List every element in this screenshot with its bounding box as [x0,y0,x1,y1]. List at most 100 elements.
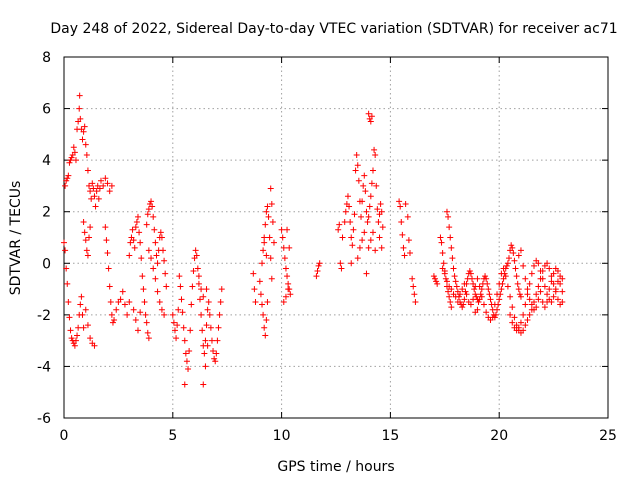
data-point [150,213,157,220]
data-point [341,219,348,226]
data-point [68,335,75,342]
data-point [204,306,211,313]
data-point [412,298,419,305]
data-point [62,182,69,189]
data-point [87,224,94,231]
data-point [371,146,378,153]
data-point [362,188,369,195]
data-point [267,185,274,192]
data-point [372,151,379,158]
data-point [535,283,542,290]
data-point [336,221,343,228]
x-tick-label: 20 [490,428,508,444]
data-point [144,329,151,336]
data-point [446,293,453,300]
data-point [526,280,533,287]
data-point [485,286,492,293]
y-tick-label: -4 [37,359,51,375]
data-point [280,298,287,305]
data-point [406,249,413,256]
data-point [104,249,111,256]
data-point [88,195,95,202]
data-point [148,198,155,205]
data-point [100,182,107,189]
data-point [358,213,365,220]
data-point [177,283,184,290]
data-point [266,234,273,241]
data-point [143,319,150,326]
data-point [517,319,524,326]
data-point [104,180,111,187]
data-point [153,252,160,259]
data-point [507,293,514,300]
data-point [80,128,87,135]
data-point [554,296,561,303]
data-point [492,311,499,318]
data-point [351,211,358,218]
data-point [496,280,503,287]
data-point [72,337,79,344]
data-point [95,195,102,202]
data-point [265,213,272,220]
data-point [359,237,366,244]
data-point [377,200,384,207]
data-point [365,110,372,117]
data-point [434,280,441,287]
data-point [448,286,455,293]
data-point [557,280,564,287]
data-point [524,291,531,298]
data-point [463,291,470,298]
data-point [261,234,268,241]
data-point [66,159,73,166]
data-point [82,141,89,148]
data-point [517,247,524,254]
data-point [86,182,93,189]
data-point [64,280,71,287]
data-point [369,167,376,174]
data-point [467,301,474,308]
data-point [193,252,200,259]
data-point [61,239,67,246]
data-point [195,280,202,287]
data-point [344,193,351,200]
data-point [504,260,511,267]
data-point [366,203,373,210]
data-point [216,311,223,318]
data-point [183,358,190,365]
data-point [491,301,498,308]
data-point [194,265,201,272]
data-point [278,226,285,233]
data-point [145,206,152,213]
data-point [157,229,164,236]
data-point [217,298,224,305]
data-points [61,92,566,388]
data-point [339,234,346,241]
data-point [96,185,103,192]
data-point [373,182,380,189]
data-point [197,296,203,303]
data-point [452,293,459,300]
data-point [512,265,519,272]
data-point [471,286,478,293]
data-point [448,304,455,311]
data-point [450,265,457,272]
data-point [526,311,533,318]
data-point [134,213,141,220]
data-point [83,151,90,158]
data-point [137,309,144,316]
data-point [539,275,546,282]
data-point [158,234,165,241]
data-point [354,162,361,169]
data-point [92,203,99,210]
data-point [179,309,186,316]
data-point [500,265,507,272]
data-point [67,327,74,334]
data-point [430,273,437,280]
data-point [472,309,479,316]
data-point [433,278,440,285]
data-point [359,198,366,205]
data-point [252,298,259,305]
data-point [533,304,540,311]
data-point [287,291,294,298]
data-point [173,335,180,342]
